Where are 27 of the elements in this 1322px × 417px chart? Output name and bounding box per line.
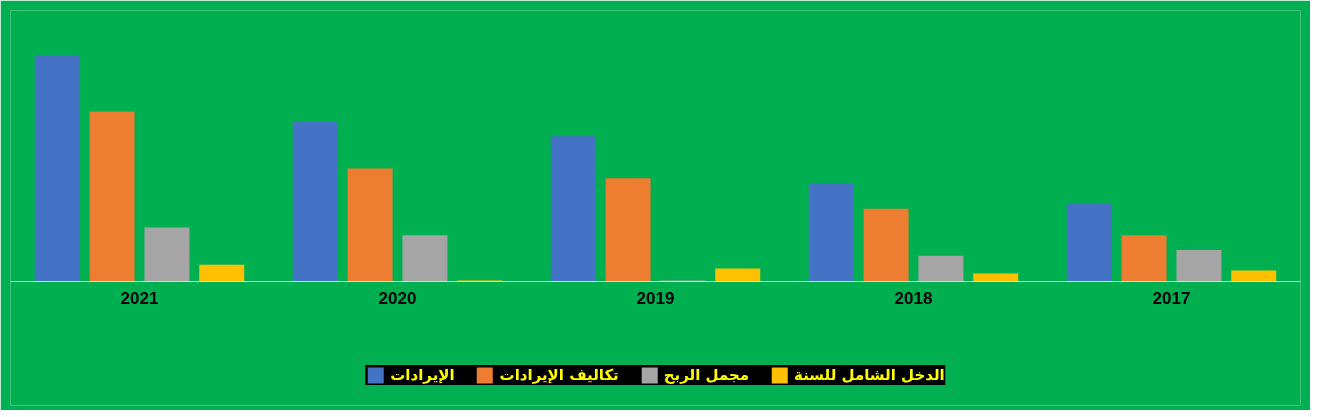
bar (1066, 203, 1112, 282)
bar (605, 178, 651, 282)
bar (550, 136, 596, 282)
bar (34, 55, 80, 282)
bar (863, 208, 909, 282)
legend-label: الإيرادات (390, 366, 455, 384)
legend-label: تكاليف الإيرادات (499, 366, 619, 384)
bar (199, 264, 245, 282)
x-tick-label: 2021 (120, 289, 159, 309)
bar (973, 273, 1019, 282)
legend-label: مجمل الربح (663, 366, 750, 384)
bar (715, 268, 761, 282)
bar (292, 121, 338, 282)
x-tick-label: 2019 (636, 289, 675, 309)
bar (89, 111, 135, 282)
bar (402, 235, 448, 282)
bar (918, 255, 964, 282)
x-tick-label: 2017 (1152, 289, 1191, 309)
bar (347, 168, 393, 282)
bar (144, 227, 190, 282)
x-tick-label: 2020 (378, 289, 417, 309)
x-tick-label: 2018 (894, 289, 933, 309)
bar (808, 183, 854, 282)
bar (1231, 270, 1277, 282)
legend-label: الدخل الشامل للسنة (794, 366, 945, 384)
bar (1121, 235, 1167, 282)
bar (1176, 249, 1222, 282)
